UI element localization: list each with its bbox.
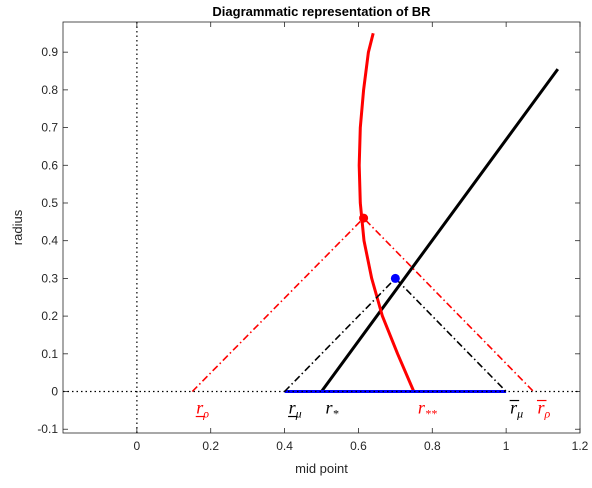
- y-tick-label: 0.3: [41, 271, 58, 285]
- y-tick-label: 0.6: [41, 158, 58, 172]
- annotation-text: rμ: [289, 398, 302, 421]
- plot-area: 0 0.2 0.4 0.6 0.8 1 1.2 -0.1 0 0.1 0.2 0.3 0.4 0.5 0.6…: [37, 21, 589, 453]
- series-line-1: [357, 32, 416, 393]
- y-tick-label: 0.7: [41, 121, 58, 135]
- y-tick-label: -0.1: [37, 422, 58, 436]
- series-line-3: [191, 217, 535, 393]
- series-line-0: [320, 68, 560, 393]
- annotation-text: rμ: [510, 398, 523, 421]
- annotation-5: rρ: [536, 398, 550, 421]
- y-tick-label: 0.5: [41, 196, 58, 210]
- annotation-1: rμ: [288, 398, 302, 421]
- y-tick-label: 0.1: [41, 347, 58, 361]
- annotation-text: r**: [418, 398, 437, 421]
- x-tick-label: 1: [503, 439, 510, 453]
- annotation-2: r*: [326, 398, 339, 421]
- annotation-0: rρ: [195, 398, 209, 421]
- x-tick-label: 1.2: [572, 439, 589, 453]
- y-axis-label: radius: [10, 209, 25, 245]
- x-tick-label: 0: [134, 439, 141, 453]
- annotation-text: rρ: [537, 398, 550, 421]
- series-line-4: [284, 277, 507, 393]
- y-tick-label: 0: [51, 385, 58, 399]
- marker-point-0: [359, 213, 369, 223]
- y-tick-label: 0.4: [41, 234, 58, 248]
- x-tick-label: 0.8: [424, 439, 441, 453]
- y-tick-label: 0.8: [41, 83, 58, 97]
- annotation-3: r**: [418, 398, 437, 421]
- x-tick-label: 0.4: [276, 439, 293, 453]
- annotation-text: rρ: [196, 398, 209, 421]
- axes-box: [62, 21, 581, 434]
- x-tick-label: 0.6: [350, 439, 367, 453]
- x-axis-label: mid point: [295, 461, 348, 476]
- y-tick-label: 0.9: [41, 45, 58, 59]
- x-tick-label: 0.2: [202, 439, 219, 453]
- annotation-text: r*: [326, 398, 339, 421]
- annotation-4: rμ: [509, 398, 523, 421]
- y-tick-label: 0.2: [41, 309, 58, 323]
- chart-title: Diagrammatic representation of BR: [212, 4, 431, 19]
- marker-point-1: [390, 273, 400, 283]
